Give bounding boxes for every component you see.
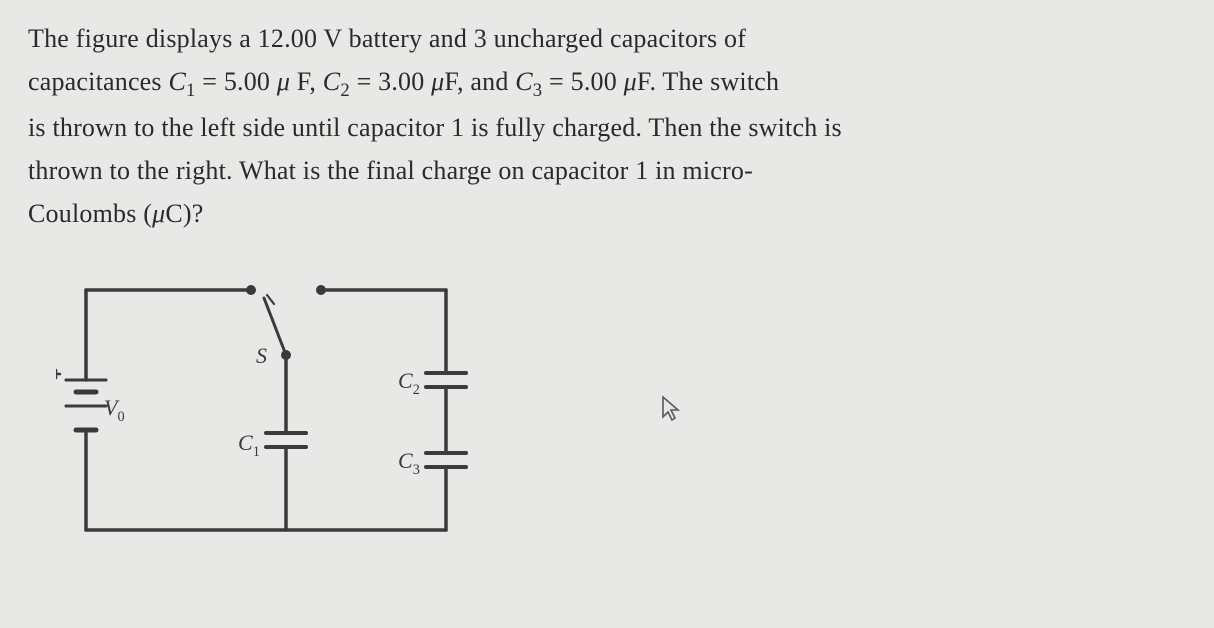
- svg-text:C2: C2: [398, 368, 420, 398]
- c2-var: C: [323, 67, 341, 96]
- mu: μ: [431, 67, 444, 96]
- mu: μ: [624, 67, 637, 96]
- c1-unit: F,: [290, 67, 323, 96]
- text: capacitances: [28, 67, 168, 96]
- text: battery and 3 uncharged capacitors of: [342, 24, 746, 53]
- c3-sub: 3: [533, 80, 543, 101]
- c2-sub: 2: [340, 80, 350, 101]
- c3-unit: F. The switch: [637, 67, 779, 96]
- mu: μ: [277, 67, 290, 96]
- c1-sub: 1: [186, 80, 196, 101]
- svg-text:C1: C1: [238, 430, 260, 460]
- svg-text:S: S: [256, 343, 267, 368]
- c1-var: C: [168, 67, 186, 96]
- eq-sp: =: [542, 67, 570, 96]
- eq: =: [196, 67, 224, 96]
- c1-val: 5.00: [224, 67, 277, 96]
- mu: μ: [152, 199, 165, 228]
- line3: is thrown to the left side until capacit…: [28, 113, 842, 142]
- cursor-icon: [660, 395, 684, 423]
- line4: thrown to the right. What is the final c…: [28, 156, 753, 185]
- circuit-diagram: S V0 C1 C2 C3: [56, 260, 1186, 560]
- line5-unit: C)?: [165, 199, 203, 228]
- voltage: 12.00 V: [258, 24, 342, 53]
- c2-unit: F, and: [444, 67, 515, 96]
- eq: =: [350, 67, 378, 96]
- line5-pre: Coulombs (: [28, 199, 152, 228]
- c2-val: 3.00: [378, 67, 431, 96]
- text: The figure displays a: [28, 24, 258, 53]
- c3-val: 5.00: [571, 67, 624, 96]
- problem-text: The figure displays a 12.00 V battery an…: [28, 18, 1186, 236]
- svg-text:V0: V0: [104, 395, 125, 425]
- c3-var: C: [515, 67, 533, 96]
- svg-text:C3: C3: [398, 448, 420, 478]
